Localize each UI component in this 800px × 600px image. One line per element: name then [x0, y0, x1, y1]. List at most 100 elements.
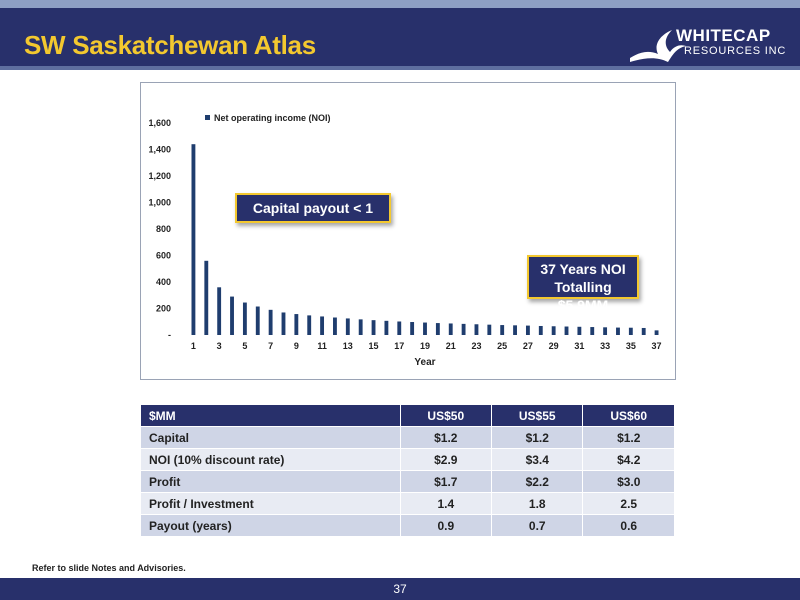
noi-bar — [281, 312, 286, 335]
noi-bar — [217, 287, 222, 335]
noi-bar — [307, 315, 312, 335]
x-tick-label: 31 — [574, 341, 584, 351]
table-cell: 1.8 — [491, 492, 584, 515]
noi-bar — [345, 318, 350, 335]
y-tick-label: 200 — [156, 304, 171, 314]
x-tick-label: 13 — [343, 341, 353, 351]
x-tick-label: 19 — [420, 341, 430, 351]
y-tick-label: 1,600 — [148, 118, 171, 128]
x-tick-label: 23 — [471, 341, 481, 351]
noi-bar — [384, 320, 389, 335]
noi-bar — [242, 302, 247, 335]
x-tick-label: 11 — [317, 341, 327, 351]
table-cell: $3.4 — [491, 448, 584, 471]
noi-bar — [500, 325, 505, 335]
table-cell: $1.2 — [582, 426, 675, 449]
table-cell: 0.7 — [491, 514, 584, 537]
table-row: NOI (10% discount rate) $2.9 $3.4 $4.2 — [140, 448, 675, 471]
y-tick-label: 1,200 — [148, 171, 171, 181]
x-tick-label: 27 — [523, 341, 533, 351]
legend-label: Net operating income (NOI) — [214, 113, 331, 123]
table-cell: 0.9 — [399, 514, 493, 537]
noi-bar — [230, 296, 234, 335]
logo-text-primary: WHITECAP — [676, 26, 771, 45]
noi-bar — [461, 323, 466, 335]
table-cell: $1.2 — [399, 426, 493, 449]
x-tick-label: 33 — [600, 341, 610, 351]
y-tick-label: - — [168, 330, 171, 340]
y-tick-label: 400 — [156, 277, 171, 287]
noi-bar — [551, 326, 556, 335]
company-logo: WHITECAP RESOURCES INC — [628, 22, 788, 66]
table-row: Payout (years) 0.9 0.7 0.6 — [140, 514, 675, 537]
noi-bar — [435, 323, 440, 335]
noi-bar — [525, 325, 530, 335]
noi-bar — [564, 326, 569, 335]
x-tick-label: 25 — [497, 341, 507, 351]
legend-swatch — [205, 115, 210, 120]
x-tick-label: 3 — [217, 341, 222, 351]
x-tick-label: 21 — [446, 341, 456, 351]
table-header-cell: US$60 — [582, 404, 675, 427]
noi-bar — [628, 327, 633, 335]
noi-bar — [397, 321, 402, 335]
noi-bar — [654, 330, 659, 335]
noi-bar — [255, 306, 260, 335]
noi-bar — [191, 144, 196, 335]
y-tick-label: 1,400 — [148, 145, 171, 155]
noi-bar — [474, 324, 479, 335]
table-cell: 2.5 — [582, 492, 675, 515]
table-row: Capital $1.2 $1.2 $1.2 — [140, 426, 675, 449]
table-header-cell: $MM — [140, 404, 401, 427]
noi-bar — [590, 327, 595, 335]
callout-total-noi-line2: Totalling $5.9MM — [554, 279, 612, 313]
table-cell: Payout (years) — [140, 514, 401, 537]
x-tick-label: 29 — [549, 341, 559, 351]
y-tick-label: 800 — [156, 224, 171, 234]
table-cell: NOI (10% discount rate) — [140, 448, 401, 471]
x-tick-label: 5 — [242, 341, 247, 351]
table-cell: $4.2 — [582, 448, 675, 471]
table-cell: Profit — [140, 470, 401, 493]
table-cell: $1.2 — [491, 426, 584, 449]
logo-text-secondary: RESOURCES INC — [684, 45, 787, 57]
x-axis-label: Year — [414, 357, 435, 368]
x-tick-label: 1 — [191, 341, 196, 351]
economics-table: $MM US$50 US$55 US$60 Capital $1.2 $1.2 … — [140, 404, 675, 537]
footer-bar — [0, 578, 800, 600]
whitecap-wave-icon — [630, 30, 686, 62]
page-title: SW Saskatchewan Atlas — [24, 30, 316, 60]
noi-bar — [641, 327, 646, 335]
table-row: Profit / Investment 1.4 1.8 2.5 — [140, 492, 675, 515]
noi-bar — [333, 317, 337, 335]
noi-bar — [616, 327, 620, 335]
noi-bar — [487, 324, 492, 335]
callout-total-noi-line1: 37 Years NOI — [540, 261, 626, 277]
table-row: Profit $1.7 $2.2 $3.0 — [140, 470, 675, 493]
x-tick-label: 9 — [294, 341, 299, 351]
noi-bar — [294, 314, 299, 335]
table-header-cell: US$55 — [491, 404, 584, 427]
noi-bar — [204, 260, 209, 335]
noi-bar — [513, 325, 517, 335]
header-rule — [0, 66, 800, 70]
table-cell: Capital — [140, 426, 401, 449]
noi-bar — [538, 325, 543, 335]
table-cell: $2.9 — [399, 448, 493, 471]
page-number: 37 — [393, 582, 407, 596]
noi-bar — [268, 309, 273, 335]
x-tick-label: 7 — [268, 341, 273, 351]
table-header-cell: US$50 — [399, 404, 493, 427]
footnote: Refer to slide Notes and Advisories. — [32, 563, 186, 573]
x-tick-label: 15 — [369, 341, 379, 351]
x-tick-label: 37 — [652, 341, 662, 351]
noi-bar — [371, 320, 376, 335]
table-cell: $3.0 — [582, 470, 675, 493]
noi-bar — [448, 323, 453, 335]
table-cell: 0.6 — [582, 514, 675, 537]
y-tick-label: 1,000 — [148, 198, 171, 208]
table-cell: $2.2 — [491, 470, 584, 493]
table-cell: Profit / Investment — [140, 492, 401, 515]
y-tick-label: 600 — [156, 251, 171, 261]
